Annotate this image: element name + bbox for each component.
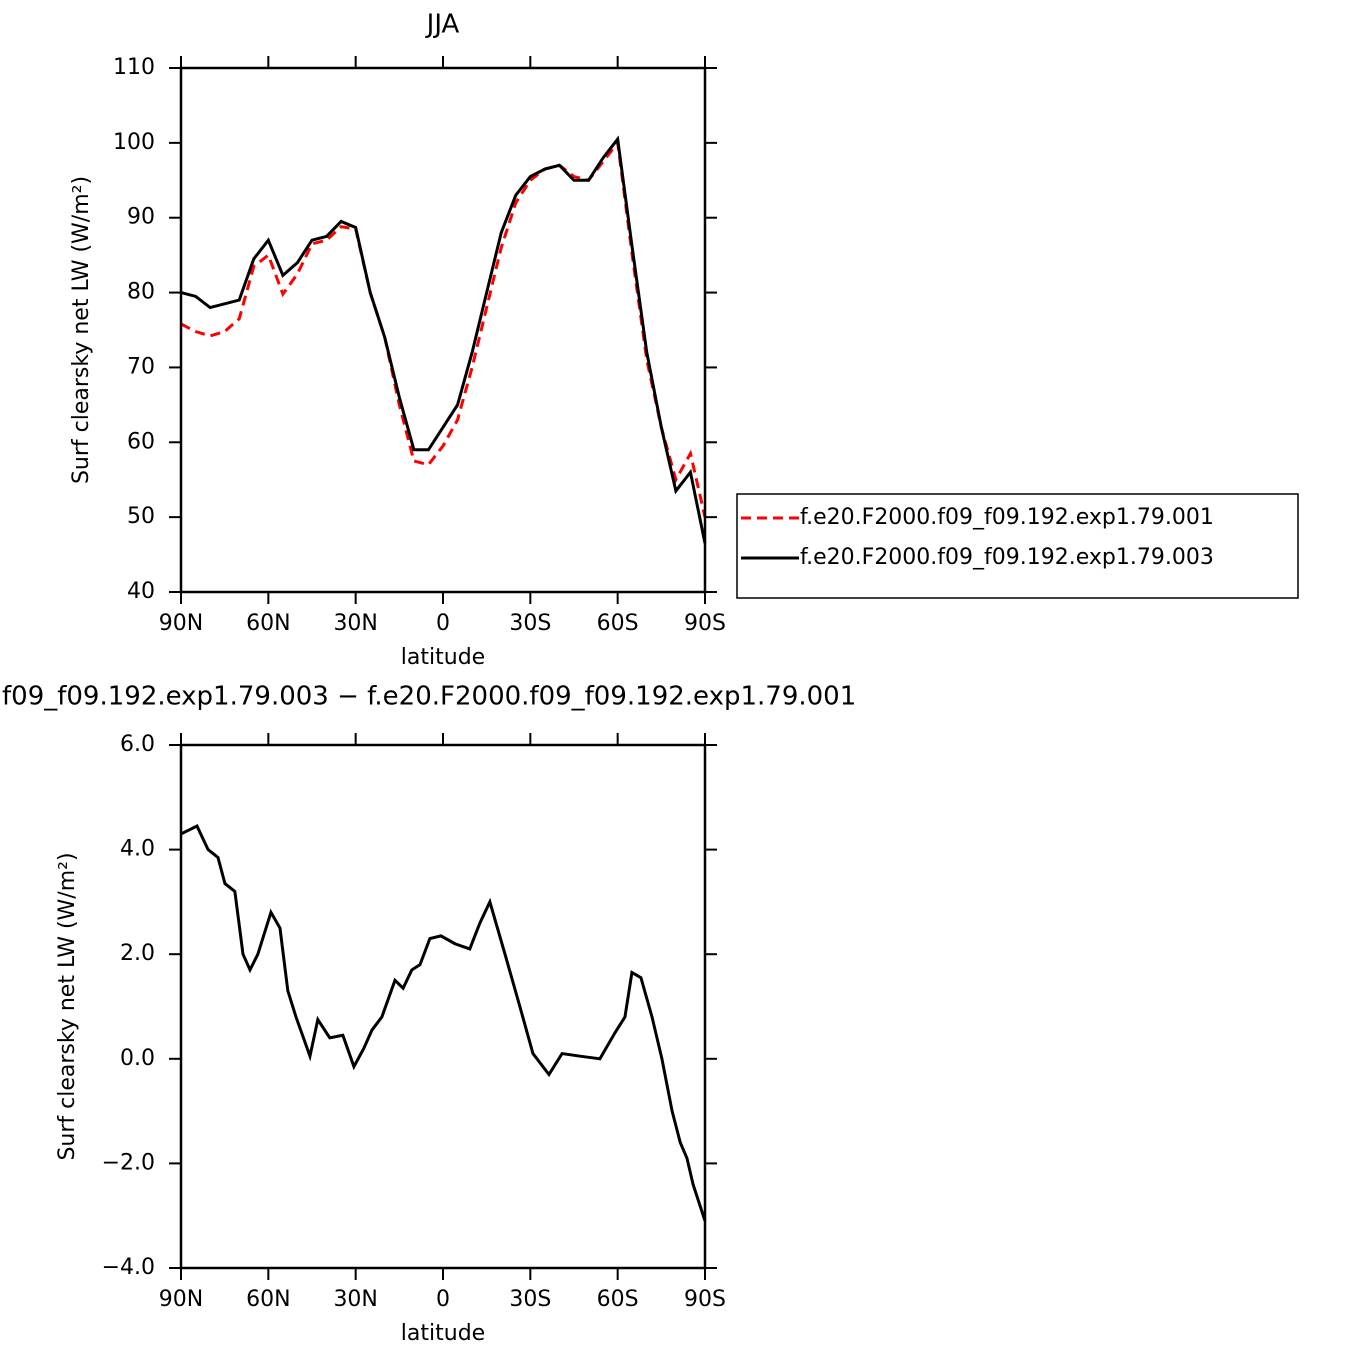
x-tick-label: 30N: [333, 1287, 377, 1312]
legend-box: [736, 493, 1299, 599]
x-axis-label: latitude: [401, 645, 485, 670]
plot-frame: [179, 743, 707, 1270]
y-tick-label: 2.0: [120, 941, 155, 966]
y-tick-label: −2.0: [102, 1150, 155, 1175]
data-line: [180, 824, 707, 1222]
x-tick-label: 90S: [684, 611, 726, 636]
y-axis-label: Surf clearsky net LW (W/m²): [55, 852, 80, 1160]
x-tick-label: 0: [436, 611, 450, 636]
chart-title: JJA: [425, 10, 460, 40]
legend-label: f.e20.F2000.f09_f09.192.exp1.79.001: [800, 505, 1214, 530]
legend-label: f.e20.F2000.f09_f09.192.exp1.79.003: [800, 545, 1214, 570]
x-tick-label: 60N: [246, 1287, 290, 1312]
y-tick-label: 90: [127, 205, 155, 230]
y-tick-label: 80: [127, 280, 155, 305]
x-tick-label: 60S: [597, 611, 639, 636]
y-tick-label: 6.0: [120, 732, 155, 757]
x-tick-label: 0: [436, 1287, 450, 1312]
x-tick-label: 30S: [509, 611, 551, 636]
y-tick-label: 0.0: [120, 1046, 155, 1071]
chart-title: f09_f09.192.exp1.79.003 − f.e20.F2000.f0…: [2, 682, 856, 712]
x-tick-label: 30N: [333, 611, 377, 636]
x-tick-label: 60N: [246, 611, 290, 636]
x-tick-label: 60S: [597, 1287, 639, 1312]
x-tick-label: 90N: [159, 611, 203, 636]
x-tick-label: 90S: [684, 1287, 726, 1312]
x-tick-label: 30S: [509, 1287, 551, 1312]
y-tick-label: 100: [113, 130, 155, 155]
plot-frame: [179, 66, 707, 594]
y-tick-label: 70: [127, 354, 155, 379]
y-tick-label: 40: [127, 579, 155, 604]
x-axis-label: latitude: [401, 1321, 485, 1346]
y-axis-label: Surf clearsky net LW (W/m²): [69, 176, 94, 484]
y-tick-label: 60: [127, 429, 155, 454]
x-tick-label: 90N: [159, 1287, 203, 1312]
y-tick-label: 110: [113, 55, 155, 80]
y-tick-label: 4.0: [120, 837, 155, 862]
y-tick-label: −4.0: [102, 1255, 155, 1280]
y-tick-label: 50: [127, 504, 155, 529]
data-line: [180, 135, 707, 544]
